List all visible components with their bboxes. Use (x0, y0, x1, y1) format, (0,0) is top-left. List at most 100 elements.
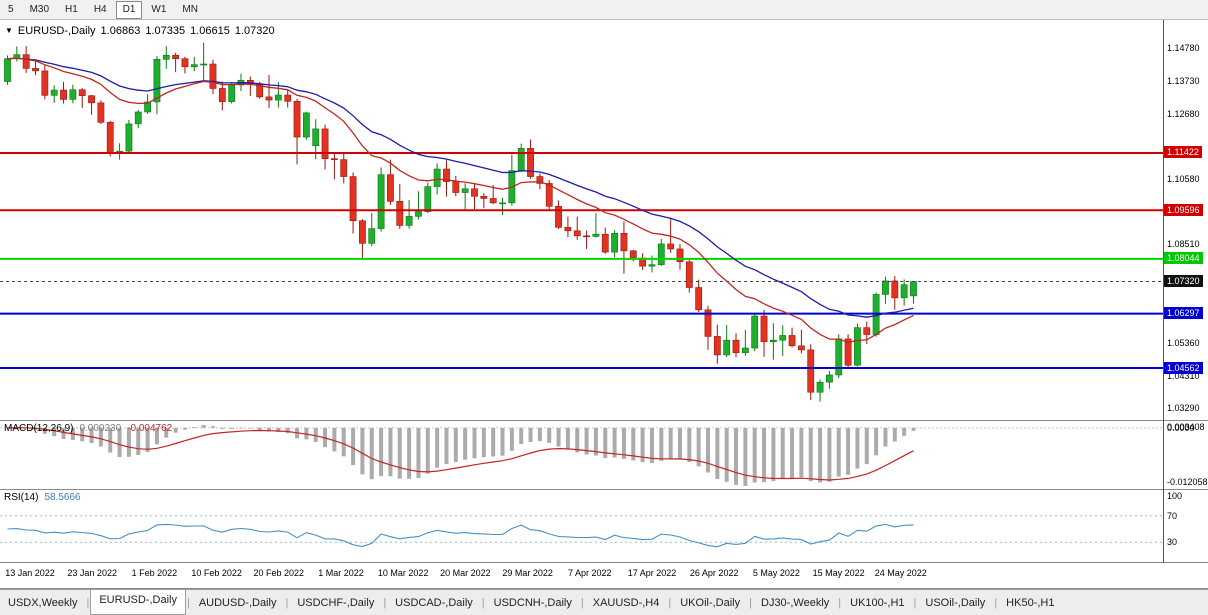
tab-uk100-h1[interactable]: UK100-,H1 (850, 596, 905, 609)
candle-body (312, 128, 320, 147)
tab-usoil-daily[interactable]: USOil-,Daily (925, 596, 986, 609)
candle-body (657, 243, 665, 265)
candle-body (667, 243, 675, 250)
tab-ukoil-daily[interactable]: UKOil-,Daily (680, 596, 741, 609)
candle-body (368, 228, 376, 244)
tab-separator: | (481, 596, 485, 609)
ohlc-low: 1.06615 (190, 25, 230, 37)
candle-body (910, 281, 917, 297)
tab-hk50-h1[interactable]: HK50-,H1 (1006, 596, 1055, 609)
candle-body (863, 327, 871, 335)
timeframe-button-h4[interactable]: H4 (93, 3, 107, 15)
date-label: 5 May 2022 (752, 568, 800, 578)
candle-body (293, 101, 301, 138)
tab-xauusd-h4[interactable]: XAUUSD-,H4 (592, 596, 660, 609)
candle-body (377, 174, 385, 229)
price-tick: 1.08510 (1167, 239, 1200, 250)
macd-value-signal: -0.004762 (127, 423, 173, 434)
candle-body (741, 347, 749, 354)
date-label: 23 Jan 2022 (67, 568, 117, 578)
tab-usdcnh-daily[interactable]: USDCNH-,Daily (493, 596, 572, 609)
candle-body (629, 250, 637, 259)
price-badge: 1.09596 (1164, 203, 1203, 216)
candle-body (480, 195, 488, 199)
candle-body (125, 123, 133, 152)
candle-body (611, 232, 618, 253)
tab-usdx-weekly[interactable]: USDX,Weekly (8, 596, 78, 609)
rsi-axis-30: 30 (1167, 537, 1178, 548)
ohlc-open: 1.06863 (100, 25, 141, 37)
candle-body (302, 112, 310, 138)
rsi-axis-100: 100 (1167, 491, 1183, 501)
date-label: 29 Mar 2022 (502, 568, 553, 578)
ma-slow-line (7, 57, 914, 318)
candle-body (274, 94, 282, 101)
timeframe-button-w1[interactable]: W1 (151, 3, 167, 15)
macd-value-main: 0.000230 (79, 423, 122, 434)
candle-body (433, 168, 441, 187)
price-tick: 1.05360 (1167, 338, 1200, 348)
timeframe-button-m30[interactable]: M30 (29, 3, 50, 15)
main-chart-panel[interactable] (0, 20, 1208, 421)
candle-body (685, 261, 693, 288)
candle-body (601, 233, 609, 253)
timeframe-button-h1[interactable]: H1 (65, 3, 78, 15)
price-tick: 1.14780 (1167, 42, 1200, 53)
tab-usdcad-daily[interactable]: USDCAD-,Daily (395, 596, 473, 609)
collapse-triangle-icon[interactable]: ▼ (5, 26, 13, 35)
macd-axis-max: 0.003408 (1167, 422, 1205, 432)
candle-body (4, 58, 11, 82)
candle-body (452, 181, 460, 193)
candle-body (732, 339, 740, 354)
date-axis[interactable] (0, 563, 1208, 589)
candle-body (499, 202, 506, 205)
candle-body (620, 232, 628, 252)
tab-separator: | (580, 596, 584, 609)
symbol-tabbar: USDX,Weekly | EURUSD-,Daily | AUDUSD-,Daily |… (0, 589, 1208, 615)
candle-body (751, 315, 759, 349)
tab-separator: | (913, 596, 917, 609)
price-badge: 1.11422 (1164, 146, 1202, 159)
timeframe-button-5[interactable]: 5 (8, 3, 14, 15)
candle-body (349, 176, 357, 222)
tab-dj30-weekly[interactable]: DJ30-,Weekly (761, 596, 830, 609)
candle-body (144, 101, 151, 113)
date-label: 26 Apr 2022 (689, 568, 739, 578)
price-badge: 1.04562 (1164, 361, 1203, 374)
candle-body (517, 148, 525, 171)
date-label: 17 Apr 2022 (627, 568, 677, 578)
candle-body (134, 111, 142, 125)
rsi-panel[interactable] (0, 490, 1208, 563)
candle-body (209, 63, 217, 89)
candle-body (218, 88, 226, 102)
price-badge: 1.08044 (1164, 252, 1203, 265)
tab-separator: | (383, 596, 387, 609)
candle-body (60, 89, 67, 100)
date-label: 24 May 2022 (874, 568, 927, 578)
price-tick: 1.04310 (1167, 370, 1200, 381)
price-axis-separator (1163, 20, 1164, 563)
tab-separator: | (668, 596, 672, 609)
price-badge: 1.07320 (1164, 275, 1203, 288)
candle-body (228, 84, 236, 102)
tab-audusd-daily[interactable]: AUDUSD-,Daily (198, 596, 277, 609)
candle-body (153, 59, 161, 103)
macd-name: MACD(12,26,9) (4, 423, 74, 434)
macd-label: MACD(12,26,9) 0.000230 -0.004762 (4, 423, 172, 434)
tab-usdchf-daily[interactable]: USDCHF-,Daily (297, 596, 375, 609)
candle-body (321, 128, 329, 159)
tab-eurusd-daily[interactable]: EURUSD-,Daily (90, 590, 186, 615)
rsi-name: RSI(14) (4, 492, 39, 503)
rsi-value: 58.5666 (44, 492, 81, 503)
candle-body (713, 336, 721, 356)
date-label: 20 Feb 2022 (253, 568, 305, 578)
candle-body (162, 54, 170, 60)
tab-separator: | (994, 596, 998, 609)
candle-body (723, 339, 731, 356)
candle-body (583, 235, 590, 238)
timeframe-button-d1[interactable]: D1 (115, 0, 143, 19)
candle-body (807, 349, 815, 393)
tab-separator: | (749, 596, 752, 609)
timeframe-button-mn[interactable]: MN (182, 3, 198, 15)
